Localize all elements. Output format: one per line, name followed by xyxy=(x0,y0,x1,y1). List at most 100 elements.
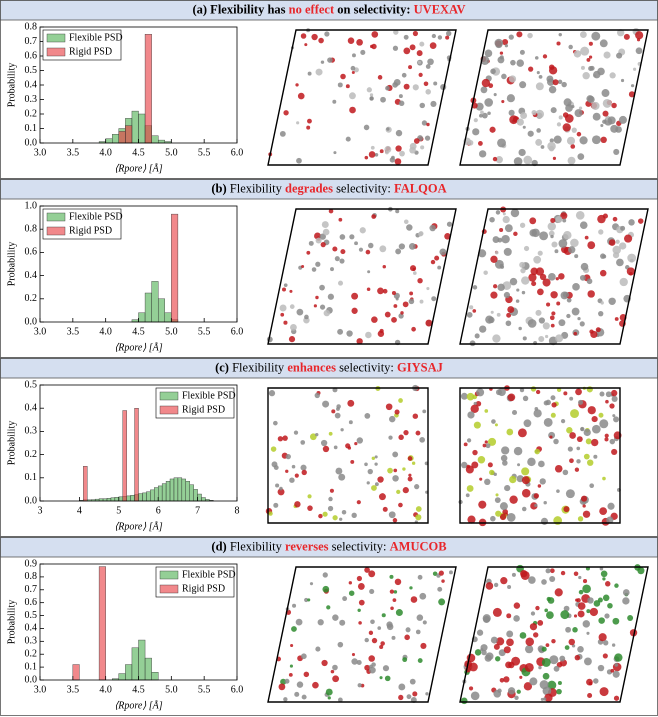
x-tick-label: 3 xyxy=(38,505,43,516)
y-tick-label: 0.8 xyxy=(25,223,38,234)
y-tick-label: 0.6 xyxy=(25,247,38,258)
y-axis-label: Probability xyxy=(6,63,17,107)
histogram-bar xyxy=(161,483,167,502)
y-axis-label: Probability xyxy=(6,242,17,286)
histogram-bar xyxy=(189,484,194,502)
histogram-bar xyxy=(118,131,126,144)
title-segment: UVEXAV xyxy=(414,2,466,16)
y-tick-label: 0.7 xyxy=(25,584,38,595)
histogram-bar xyxy=(118,496,123,502)
x-tick-label: 6.0 xyxy=(231,147,244,158)
panel-header xyxy=(0,357,658,379)
y-tick-label: 0.4 xyxy=(25,402,38,413)
histogram-bar xyxy=(173,477,179,502)
panel-header xyxy=(0,178,658,200)
histogram-bar xyxy=(131,110,139,144)
structure-image xyxy=(267,566,457,704)
x-tick-label: 5.5 xyxy=(198,326,211,337)
title-segment: selectivity: xyxy=(329,539,390,553)
x-tick-label: 4.0 xyxy=(99,147,112,158)
x-axis-label: ⟨Rpore⟩ [Å] xyxy=(114,341,162,353)
histogram-bar xyxy=(151,135,159,144)
histogram-bar xyxy=(112,134,119,144)
x-tick-label: 4.0 xyxy=(99,684,112,695)
legend-swatch xyxy=(46,226,66,236)
histogram-bar xyxy=(144,34,152,144)
title-segment: selectivity: xyxy=(336,360,397,374)
histogram-bar xyxy=(171,213,179,323)
structure-image xyxy=(266,206,457,346)
legend-swatch xyxy=(46,33,66,43)
panel: (b) Flexibility degrades selectivity: FA… xyxy=(0,178,658,358)
panel: (c) Flexibility enhances selectivity: GI… xyxy=(0,357,658,537)
x-tick-label: 4.5 xyxy=(132,326,145,337)
panel-header xyxy=(0,536,658,558)
x-axis-label: ⟨Rpore⟩ [Å] xyxy=(114,699,162,711)
histogram-bar xyxy=(105,138,113,144)
x-axis-label: ⟨Rpore⟩ [Å] xyxy=(114,520,162,532)
y-tick-label: 0.2 xyxy=(25,108,38,119)
y-tick-label: 0.5 xyxy=(25,65,38,76)
y-tick-label: 0.5 xyxy=(25,610,38,621)
y-tick-label: 0.1 xyxy=(25,123,38,134)
y-tick-label: 0.4 xyxy=(25,623,38,634)
title-segment: GIYSAJ xyxy=(397,360,443,374)
structure-image xyxy=(459,564,649,705)
y-tick-label: 0.3 xyxy=(25,426,38,437)
histogram-bar xyxy=(72,664,80,681)
x-tick-label: 6.0 xyxy=(231,326,244,337)
title-segment: (a) Flexibility has xyxy=(192,2,288,16)
x-tick-label: 3.0 xyxy=(34,147,47,158)
y-tick-label: 0.8 xyxy=(25,21,38,32)
histogram-bar xyxy=(142,492,147,502)
histogram-bar xyxy=(138,312,146,323)
structure-image xyxy=(459,206,649,347)
y-tick-label: 0.1 xyxy=(25,661,38,672)
x-tick-label: 3.5 xyxy=(67,684,80,695)
x-tick-label: 3.0 xyxy=(34,684,47,695)
histogram-bar xyxy=(138,639,146,681)
panel: (a) Flexibility has no effect on selecti… xyxy=(0,0,658,179)
legend-label: Rigid PSD xyxy=(69,46,112,57)
histogram-bar xyxy=(154,487,159,502)
legend-swatch xyxy=(159,405,179,415)
histogram-bar xyxy=(122,410,127,502)
histogram-bar xyxy=(126,495,131,502)
histogram-bar xyxy=(169,478,175,502)
legend-swatch xyxy=(159,570,179,580)
x-axis-label: ⟨Rpore⟩ [Å] xyxy=(114,162,162,174)
title-segment: (c) xyxy=(215,360,229,374)
y-tick-label: 0.6 xyxy=(25,50,38,61)
legend-swatch xyxy=(159,584,179,594)
legend-label: Rigid PSD xyxy=(69,225,112,236)
histogram-bar xyxy=(197,493,202,502)
title-segment: on selectivity: xyxy=(334,2,414,16)
y-tick-label: 0.0 xyxy=(25,674,38,685)
histogram-bar xyxy=(181,478,186,502)
histogram-bar xyxy=(185,481,190,502)
histogram-bar xyxy=(125,664,133,681)
y-tick-label: 0.9 xyxy=(25,558,38,569)
x-tick-label: 7 xyxy=(195,505,200,516)
histogram-bar xyxy=(138,493,143,502)
structure-image xyxy=(458,385,622,527)
x-tick-label: 4.5 xyxy=(132,147,145,158)
y-axis-label: Probability xyxy=(6,600,17,644)
x-tick-label: 5.5 xyxy=(198,684,211,695)
x-tick-label: 3.5 xyxy=(67,326,80,337)
y-tick-label: 0.1 xyxy=(25,472,38,483)
legend-swatch xyxy=(46,47,66,57)
panel-title: (b) Flexibility degrades selectivity: FA… xyxy=(211,181,446,195)
y-tick-label: 0.2 xyxy=(25,649,38,660)
x-tick-label: 4.0 xyxy=(99,326,112,337)
title-segment: AMUCOB xyxy=(390,539,447,553)
legend-label: Flexible PSD xyxy=(69,211,123,222)
x-tick-label: 8 xyxy=(235,505,240,516)
title-segment: (b) xyxy=(211,181,226,195)
histogram-bar xyxy=(114,497,120,502)
histogram-bar xyxy=(177,477,183,502)
histogram-bar xyxy=(201,497,206,502)
histogram-bar xyxy=(157,485,163,502)
histogram-bar xyxy=(138,113,146,144)
